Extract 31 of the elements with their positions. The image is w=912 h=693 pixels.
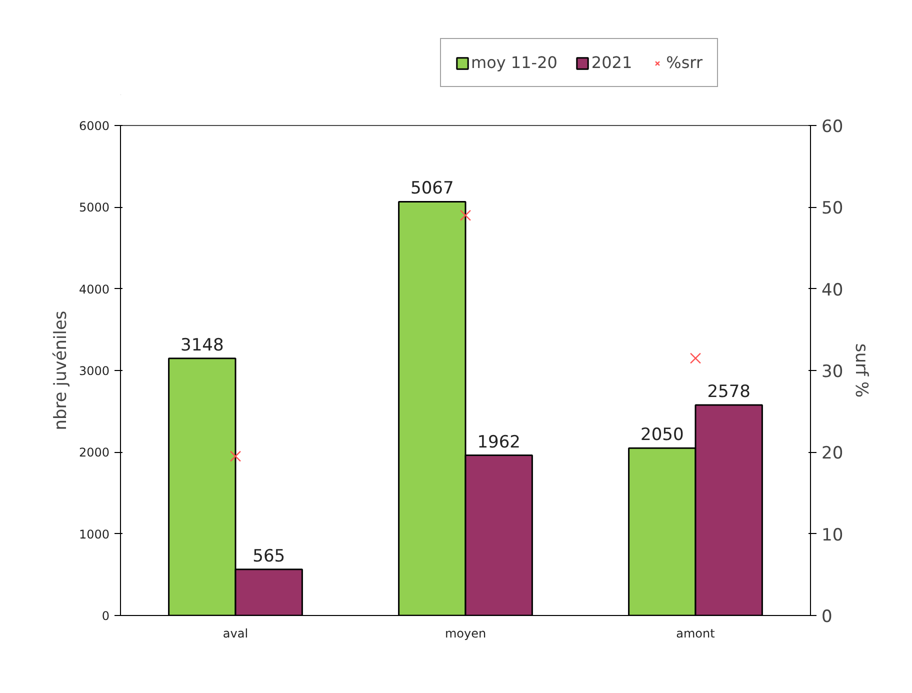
x-tick-label: moyen [444,626,486,640]
data-label: 2578 [707,382,750,402]
y-tick-label: 6000 [78,119,110,133]
y2-tick-label: 40 [822,280,844,300]
data-label: 2050 [640,425,684,446]
y-tick-label: 4000 [78,282,110,296]
y-tick-label: 1000 [78,527,110,542]
y-tick-label: 3000 [78,364,110,378]
y2-axis-title: surf % [851,343,872,398]
point [460,210,472,221]
y2-tick-label: 30 [822,362,844,382]
legend-label: 2021 [591,53,632,72]
y-tick-label: 0 [102,609,110,623]
legend-label: moy 11-20 [471,53,558,72]
data-label: 5067 [410,178,454,199]
x-tick-label: amont [676,626,716,640]
y-tick-label: 2000 [78,446,110,460]
legend-label: %srr [666,53,703,72]
y2-tick-label: 0 [822,607,832,627]
y2-tick-label: 20 [822,444,844,464]
data-label: 565 [252,546,286,566]
point [230,450,242,462]
y2-tick-label: 50 [822,198,844,219]
y-tick-label: 5000 [78,200,110,215]
data-label: 1962 [477,432,520,452]
y2-tick-label: 60 [822,117,844,137]
y-axis-title: nbre juvéniles [50,310,71,430]
data-label: 3148 [180,335,224,356]
x-tick-label: aval [222,626,248,640]
point [690,352,702,364]
y2-tick-label: 10 [822,525,844,546]
